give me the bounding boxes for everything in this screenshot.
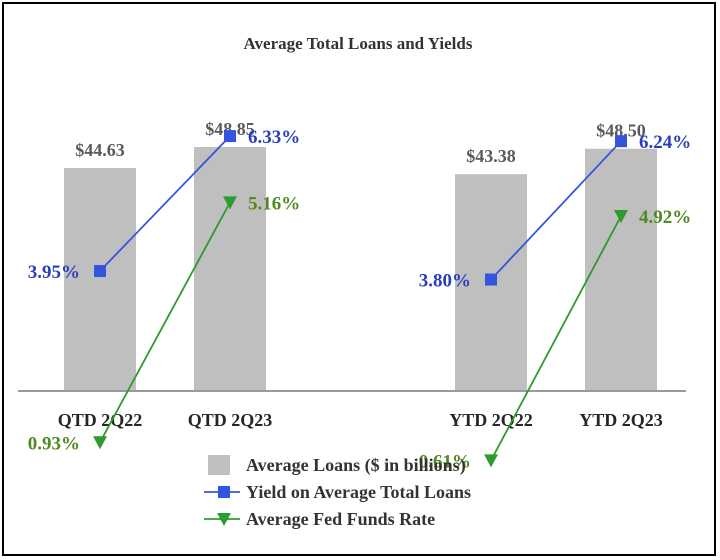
line-labels-layer: 3.95% 6.33% 3.80% 6.24% 0.93% 5.16% 0.61% 4.92% [28,127,692,472]
bar-labels-layer: $44.63 $48.85 $43.38 $48.50 [75,119,646,166]
series-2-data-label-0: 0.93% [28,433,80,454]
bar-3 [585,148,657,390]
bar-value-label-2: $43.38 [466,146,516,166]
series-1-point-0 [94,265,106,278]
series-2-data-label-3: 4.92% [639,207,691,228]
series-1-point-3 [615,135,627,148]
lines-layer [93,130,628,468]
series-1-data-label-3: 6.24% [639,132,691,153]
series-2-point-3 [614,210,628,224]
legend-label-fed: Average Fed Funds Rate [246,509,435,529]
series-2-point-2 [484,454,498,468]
series-2-data-label-2: 0.61% [419,451,471,472]
series-2-line-segment-1 [490,215,622,461]
legend-marker-fed [217,513,231,526]
series-2-point-1 [223,196,237,210]
series-1-line-segment-0 [99,135,231,272]
series-1-data-label-1: 6.33% [248,127,300,148]
x-tick-label-0: QTD 2Q22 [58,410,143,430]
bar-value-label-1: $48.85 [205,119,255,139]
legend-label-yield: Yield on Average Total Loans [246,482,471,502]
chart-title: Average Total Loans and Yields [244,34,473,53]
legend-label-bars: Average Loans ($ in billions) [246,455,466,476]
bar-1 [194,147,266,390]
series-1-point-1 [224,130,236,143]
x-tick-label-1: QTD 2Q23 [188,410,273,430]
bar-value-label-3: $48.50 [596,121,646,141]
x-tick-label-3: YTD 2Q23 [579,410,663,430]
series-2-point-0 [93,436,107,450]
series-1-data-label-2: 3.80% [419,271,471,292]
series-1-line-segment-1 [490,140,622,281]
x-tick-label-2: YTD 2Q22 [449,410,533,430]
legend-swatch-bars [208,455,230,475]
legend-marker-yield [218,486,230,498]
bar-0 [64,168,136,390]
series-1-data-label-0: 3.95% [28,262,80,283]
series-1-point-2 [485,273,497,286]
series-2-data-label-1: 5.16% [248,193,300,214]
x-tick-labels-layer: QTD 2Q22 QTD 2Q23 YTD 2Q22 YTD 2Q23 [58,410,663,430]
legend: Average Loans ($ in billions) Yield on Av… [204,455,471,529]
bars-layer [64,147,657,390]
series-2-line-segment-0 [99,201,231,443]
bar-value-label-0: $44.63 [75,140,125,160]
